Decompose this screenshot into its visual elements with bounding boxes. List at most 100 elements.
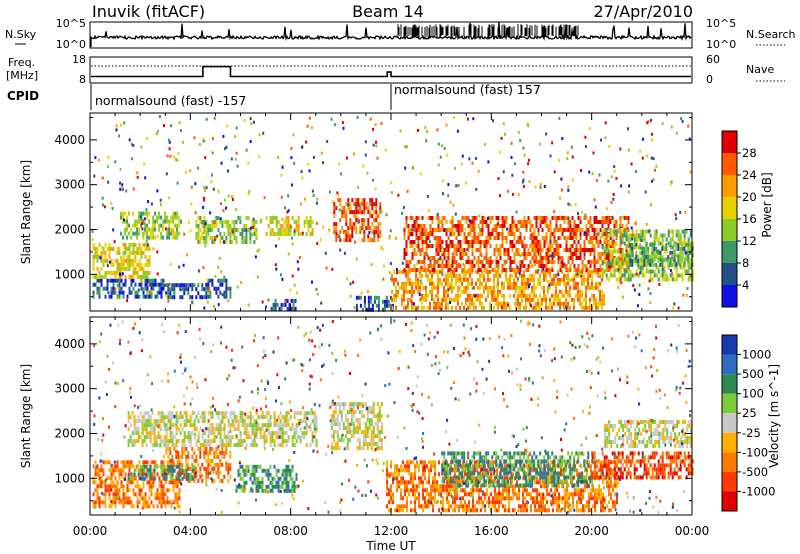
echo-cell [595,179,598,182]
echo-cell [108,496,111,501]
echo-cell [553,281,555,286]
echo-cell [130,282,133,287]
echo-cell [213,116,216,120]
echo-cell [150,231,153,236]
echo-cell [495,301,497,306]
echo-cell [381,299,384,304]
echo-cell [647,250,650,255]
echo-cell [471,264,474,268]
echo-cell [161,411,164,416]
echo-cell [92,242,95,247]
echo-cell [537,228,540,232]
echo-cell [457,289,459,294]
echo-cell [251,225,254,229]
echo-cell [265,305,267,309]
echo-cell [147,283,150,287]
echo-cell [219,458,222,463]
echo-cell [223,427,226,432]
echo-cell [681,265,684,270]
echo-cell [330,422,333,427]
echo-cell [487,277,489,282]
echo-cell [193,464,196,469]
echo-cell [497,224,500,228]
echo-cell [591,260,594,264]
echo-cell [334,410,337,415]
echo-cell [418,293,421,296]
echo-cell [551,265,554,269]
echo-cell [385,295,388,300]
echo-cell [179,411,182,416]
echo-cell [160,235,163,240]
echo-cell [189,229,192,233]
echo-cell [553,254,556,258]
echo-cell [499,256,502,260]
echo-cell [287,411,290,416]
echo-cell [176,235,179,240]
echo-cell [465,236,468,240]
echo-cell [649,233,652,238]
echo-cell [517,293,519,298]
echo-cell [425,236,428,240]
echo-cell [377,214,380,219]
echo-cell [258,248,261,252]
echo-cell [361,238,364,243]
echo-cell [205,236,208,240]
echo-cell [440,299,443,303]
echo-cell [481,273,483,278]
echo-cell [491,216,494,220]
echo-cell [619,264,622,268]
echo-cell [225,439,228,444]
echo-cell [365,206,368,211]
echo-cell [116,262,119,267]
echo-cell [549,260,552,264]
echo-cell [98,294,101,299]
echo-cell [461,252,464,256]
echo-cell [687,258,690,263]
echo-cell [255,220,258,224]
echo-cell [195,443,198,448]
echo-cell [142,500,145,505]
echo-cell [535,236,538,240]
echo-cell [235,126,238,130]
echo-cell [467,297,469,302]
echo-cell [146,235,149,240]
echo-cell [191,287,194,292]
echo-cell [502,170,505,174]
echo-cell [328,190,331,194]
echo-cell [567,224,570,228]
echo-cell [583,231,586,235]
echo-cell [211,220,214,224]
echo-cell [332,430,335,435]
echo-cell [455,264,458,268]
echo-cell [141,439,144,444]
echo-cell [110,480,113,485]
echo-cell [577,256,580,260]
echo-cell [104,496,107,501]
echo-cell [443,289,445,294]
echo-cell [495,260,498,264]
echo-cell [191,423,194,428]
echo-cell [549,301,551,306]
echo-cell [649,273,652,278]
echo-cell [146,460,149,465]
noise-right-tick-top: 10^5 [706,17,736,30]
echo-cell [423,232,426,236]
echo-cell [441,144,443,148]
echo-cell [437,285,439,290]
echo-cell [627,237,630,242]
echo-cell [253,120,255,124]
echo-cell [350,402,353,407]
echo-cell [617,257,620,262]
echo-cell [219,282,222,287]
echo-cell [155,423,158,428]
echo-cell [154,492,157,497]
echo-cell [623,269,626,274]
colorbar-tick-label: 28 [742,146,757,160]
echo-cell [349,294,352,298]
echo-cell [179,415,182,420]
echo-cell [645,254,648,259]
echo-cell [114,290,117,295]
echo-cell [432,303,435,307]
echo-cell [167,295,170,300]
echo-cell [619,147,622,151]
